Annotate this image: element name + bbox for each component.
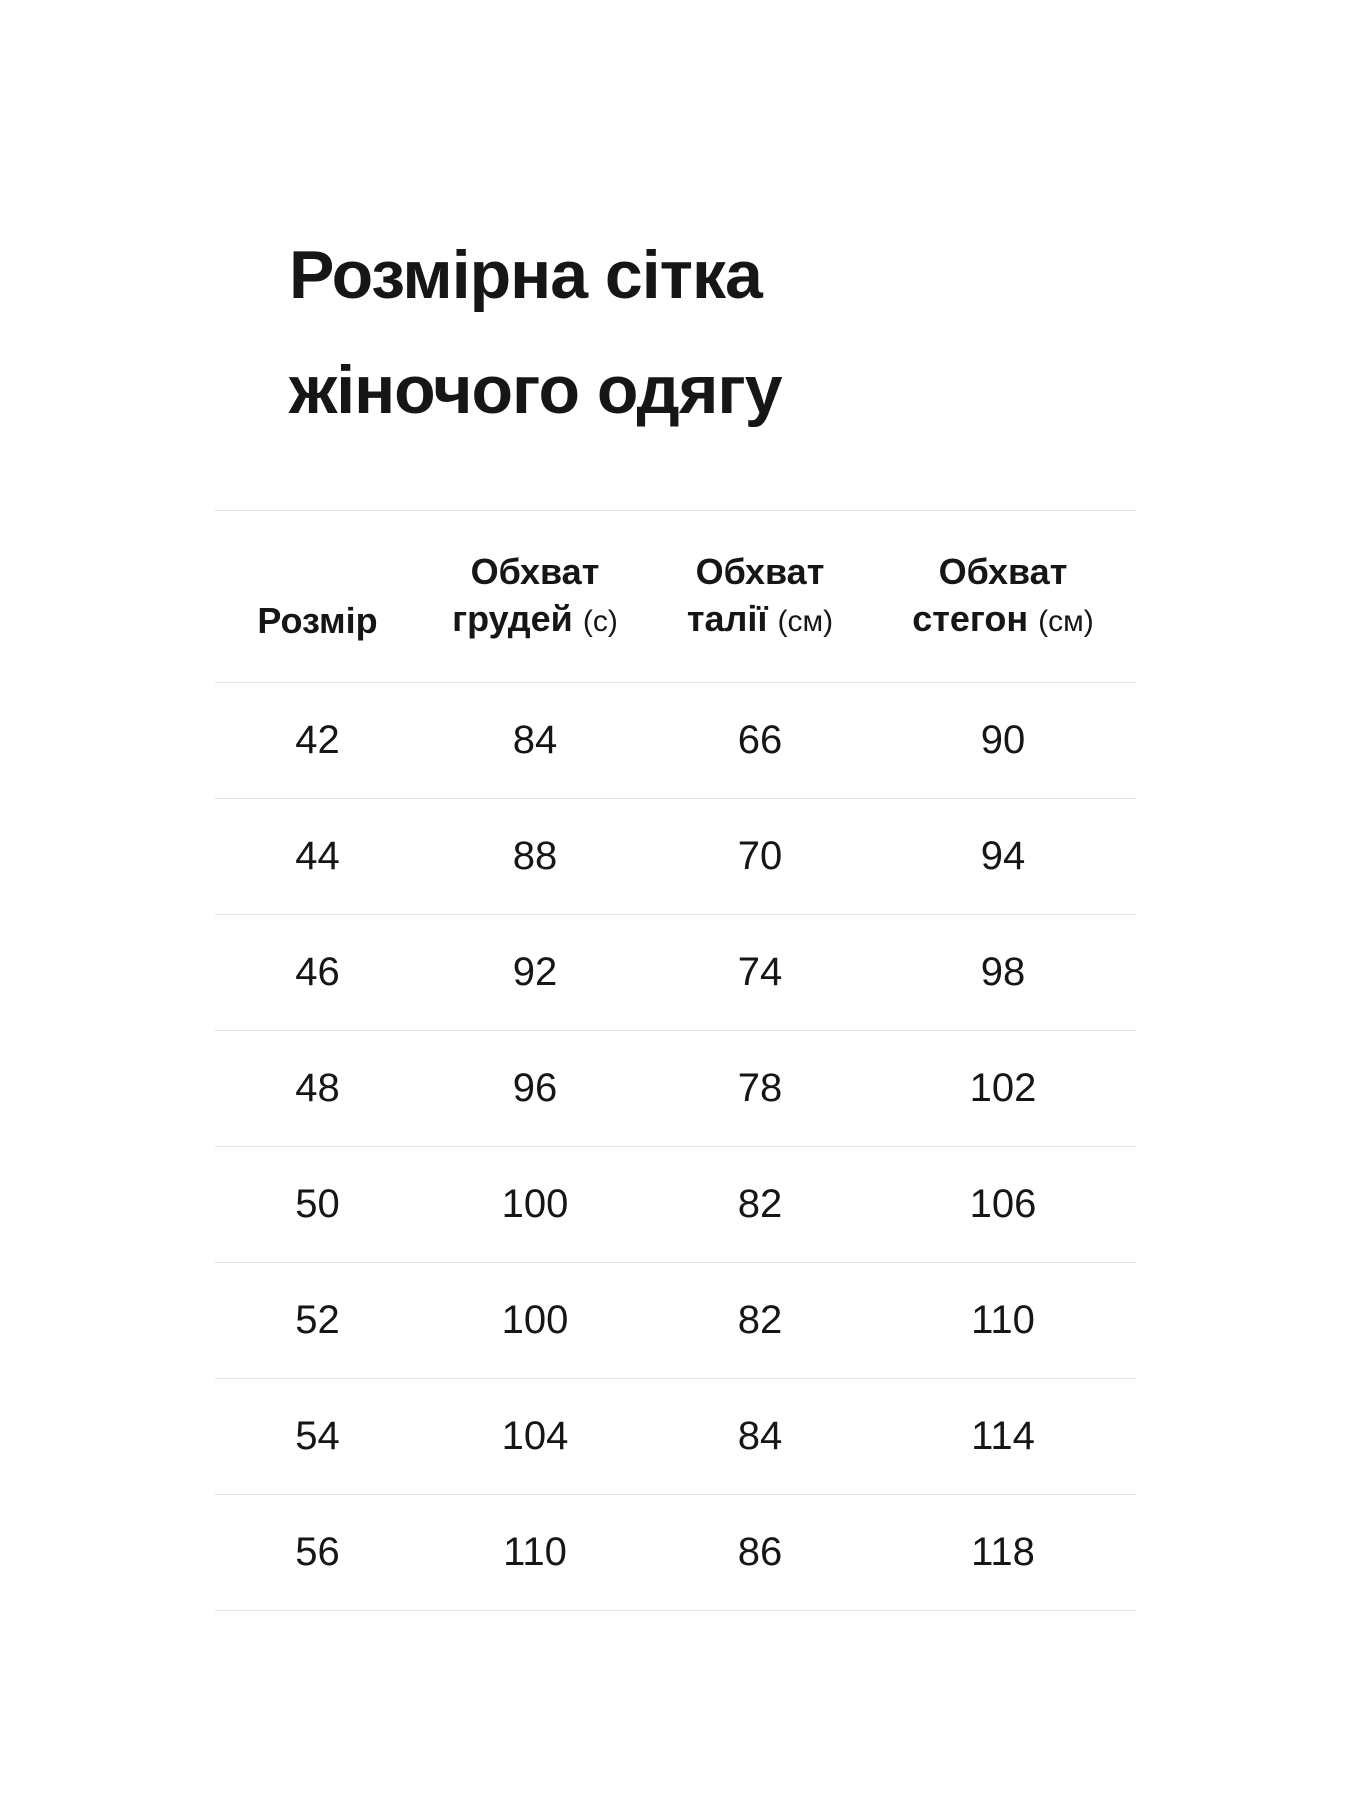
column-header-chest: Обхват грудей (с)	[420, 511, 650, 683]
column-header-waist-line1: Обхват	[695, 551, 825, 592]
column-header-chest-unit: (с)	[582, 605, 618, 638]
cell-waist: 86	[737, 1530, 783, 1574]
table-row-size-42: 42 84 66 90	[215, 683, 1136, 799]
table-row-size-54: 54 104 84 114	[215, 1379, 1136, 1495]
cell-waist: 82	[737, 1298, 783, 1342]
table-row-size-48: 48 96 78 102	[215, 1031, 1136, 1147]
cell-chest: 92	[512, 950, 558, 994]
cell-hips: 110	[971, 1298, 1035, 1342]
column-header-hips: Обхват стегон (см)	[870, 511, 1136, 683]
cell-hips: 118	[971, 1530, 1035, 1574]
cell-waist: 74	[737, 950, 783, 994]
cell-waist: 66	[737, 718, 783, 762]
column-header-hips-word: стегон	[912, 598, 1029, 639]
cell-chest: 110	[503, 1530, 567, 1574]
page-title-line-1: Розмірна сітка	[289, 237, 763, 313]
cell-chest: 100	[501, 1182, 569, 1226]
size-table: Розмір Обхват грудей (с) Обхват талії (с…	[215, 510, 1136, 1611]
table-row-size-52: 52 100 82 110	[215, 1263, 1136, 1379]
cell-size: 56	[295, 1530, 340, 1574]
cell-chest: 96	[512, 1066, 558, 1110]
cell-waist: 82	[737, 1182, 783, 1226]
column-header-size-label: Розмір	[257, 599, 378, 641]
cell-hips: 106	[969, 1182, 1037, 1226]
column-header-size: Розмір	[215, 511, 420, 683]
table-row-size-46: 46 92 74 98	[215, 915, 1136, 1031]
cell-chest: 84	[512, 718, 558, 762]
column-header-waist-unit: (см)	[777, 605, 834, 638]
cell-size: 50	[295, 1182, 340, 1226]
cell-size: 42	[295, 718, 340, 762]
cell-size: 48	[295, 1066, 340, 1110]
page-title: Розмірна сітка жіночого одягу	[289, 218, 783, 448]
cell-size: 54	[295, 1414, 340, 1458]
cell-hips: 114	[971, 1414, 1035, 1458]
cell-waist: 84	[737, 1414, 783, 1458]
cell-chest: 104	[501, 1414, 569, 1458]
table-header-row: Розмір Обхват грудей (с) Обхват талії (с…	[215, 511, 1136, 683]
table-row-size-56: 56 110 86 118	[215, 1495, 1136, 1611]
cell-hips: 102	[969, 1066, 1037, 1110]
table-row-size-50: 50 100 82 106	[215, 1147, 1136, 1263]
cell-size: 46	[295, 950, 340, 994]
table-row-size-44: 44 88 70 94	[215, 799, 1136, 915]
cell-chest: 88	[512, 834, 558, 878]
column-header-chest-word: грудей	[452, 598, 573, 639]
cell-chest: 100	[501, 1298, 569, 1342]
cell-hips: 98	[980, 950, 1026, 994]
column-header-waist: Обхват талії (см)	[650, 511, 870, 683]
cell-size: 44	[295, 834, 340, 878]
cell-waist: 70	[737, 834, 783, 878]
cell-hips: 90	[980, 718, 1026, 762]
column-header-hips-line1: Обхват	[938, 551, 1068, 592]
cell-hips: 94	[980, 834, 1026, 878]
cell-size: 52	[295, 1298, 340, 1342]
cell-waist: 78	[737, 1066, 783, 1110]
page-title-line-2: жіночого одягу	[289, 352, 783, 428]
column-header-hips-unit: (см)	[1038, 605, 1094, 638]
column-header-waist-word: талії	[686, 598, 768, 639]
column-header-chest-line1: Обхват	[470, 551, 600, 592]
